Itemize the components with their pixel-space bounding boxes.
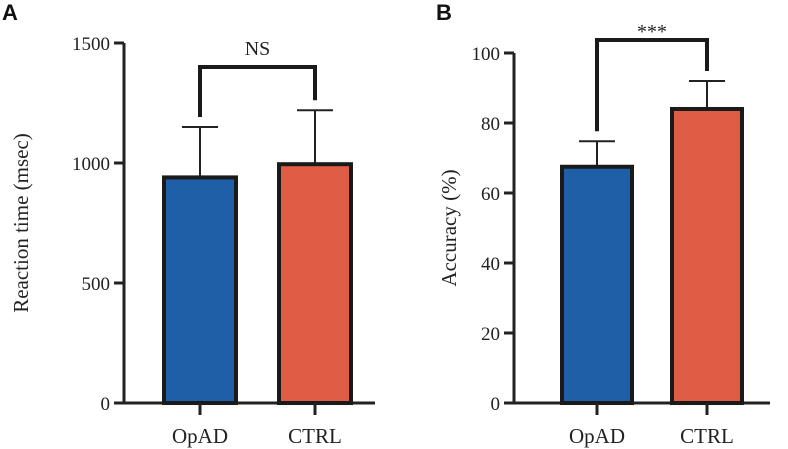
panel-a-significance-label: NS — [245, 38, 271, 60]
panel-b-category-label: CTRL — [680, 424, 734, 448]
panel-b-category-label: OpAD — [569, 424, 625, 448]
panel-b-y-axis-title: Accuracy (%) — [437, 169, 461, 286]
panel-a-category-label: CTRL — [288, 424, 342, 448]
panel-b-letter: B — [436, 0, 452, 25]
panel-a-y-tick-label: 1000 — [72, 154, 110, 175]
panel-a-bar-opad — [162, 175, 238, 405]
panel-a-y-axis-title: Reaction time (msec) — [9, 133, 33, 313]
panel-a-bar-ctrl — [277, 162, 353, 405]
panel-b-significance-label: *** — [637, 21, 667, 43]
panel-b: B 0 20 40 60 80 100 Accuracy (%) OpAD CTRL *** — [436, 0, 770, 448]
panel-b-y-tick-label: 20 — [481, 324, 500, 345]
panel-b-significance-bracket — [595, 38, 709, 132]
panel-a: A 0 500 1000 1500 Reaction time (msec) OpAD CT… — [2, 0, 375, 448]
panel-b-y-tick-label: 0 — [491, 394, 501, 415]
panel-a-category-label: OpAD — [172, 424, 228, 448]
panel-b-y-tick-label: 60 — [481, 184, 500, 205]
panel-b-bar-ctrl — [670, 107, 744, 405]
panel-b-y-tick-label: 80 — [481, 114, 500, 135]
panel-b-bar-opad — [560, 164, 634, 405]
panel-a-y-tick-label: 0 — [101, 394, 111, 415]
panel-a-significance-bracket — [198, 65, 317, 117]
panel-a-letter: A — [2, 0, 18, 25]
panel-b-y-tick-label: 40 — [481, 254, 500, 275]
panel-a-y-tick-label: 1500 — [72, 34, 110, 55]
panel-b-y-tick-label: 100 — [472, 44, 501, 65]
panel-a-y-tick-label: 500 — [82, 274, 111, 295]
